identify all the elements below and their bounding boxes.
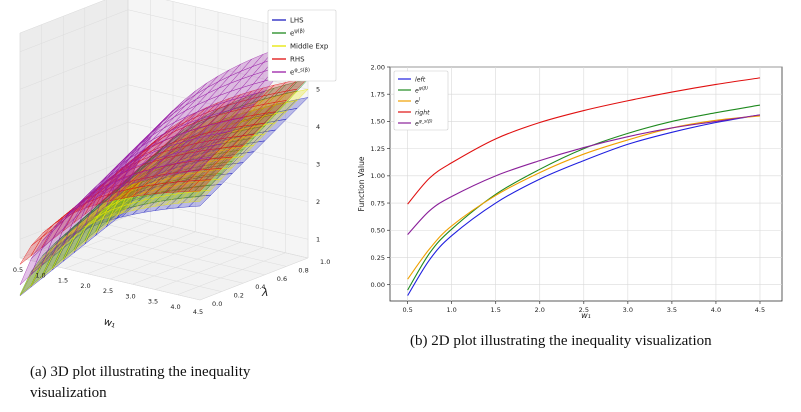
legend-label: Middle Exp bbox=[290, 43, 329, 51]
legend-box bbox=[267, 9, 337, 82]
gridlines bbox=[390, 66, 782, 301]
x-tick-label: 1.0 bbox=[35, 271, 45, 279]
legend: left eψ(β) el right eφ_s(β) bbox=[393, 70, 449, 131]
y-tick-label: 1.25 bbox=[371, 145, 385, 153]
legend-label: RHS bbox=[290, 56, 305, 64]
x-tick-label: 4.0 bbox=[170, 303, 180, 311]
y-tick-label: 1.00 bbox=[371, 172, 385, 180]
x-tick-label: 1.0 bbox=[446, 306, 456, 314]
y-tick-label: 1.0 bbox=[320, 258, 330, 266]
plot-area bbox=[389, 66, 783, 302]
legend-label: LHS bbox=[290, 17, 304, 25]
y-axis-label: Function Value bbox=[357, 156, 366, 211]
y-tick-label: 0.25 bbox=[371, 254, 385, 262]
panel-3d-plot: 0.5 1.0 1.5 2.0 2.5 3.0 3.5 4.0 4.5 0.0 0.2 0.4 0.6 0… bbox=[0, 0, 340, 350]
caption-a-label: (a) bbox=[30, 364, 47, 380]
legend-label: right bbox=[415, 108, 430, 116]
legend-label: left bbox=[415, 75, 426, 83]
y-tick-label: 2.00 bbox=[371, 63, 385, 71]
x-tick-label: 4.5 bbox=[755, 306, 765, 314]
legend: LHS eψ(β) Middle Exp RHS eφ_s(β) bbox=[267, 9, 337, 82]
y-tick-label: 0.75 bbox=[371, 199, 385, 207]
y-tick-label: 0.8 bbox=[298, 266, 308, 274]
floor-gridline bbox=[19, 33, 201, 301]
line-chart: 0.5 1.0 1.5 2.0 2.5 3.0 3.5 4.0 4.5 0.00 0.25 0.50 0… bbox=[357, 63, 783, 320]
caption-b-label: (b) bbox=[410, 333, 428, 349]
y-tick-label: 0.6 bbox=[277, 275, 287, 283]
caption-a-text: 3D plot illustrating the inequality visu… bbox=[30, 364, 251, 401]
z-tick-label: 3 bbox=[316, 160, 320, 168]
x-tick-label: 4.0 bbox=[711, 306, 721, 314]
x-tick-label: 1.5 bbox=[491, 306, 501, 314]
series-line-es bbox=[407, 114, 761, 235]
y-tick-label: 0.2 bbox=[234, 292, 244, 300]
x-tick-label: 3.0 bbox=[623, 306, 633, 314]
x-axis-label: w₁ bbox=[581, 311, 591, 320]
caption-b-text: 2D plot illustrating the inequality visu… bbox=[431, 333, 712, 349]
surface-cell bbox=[285, 97, 309, 111]
x-tick-label: 3.0 bbox=[125, 292, 135, 300]
y-tick-label: 0.00 bbox=[371, 281, 385, 289]
axis-ticks: 0.5 1.0 1.5 2.0 2.5 3.0 3.5 4.0 4.5 0.00 0.25 0.50 0… bbox=[371, 63, 766, 314]
caption-a: (a) 3D plot illustrating the inequality … bbox=[30, 362, 330, 404]
caption-b: (b) 2D plot illustrating the inequality … bbox=[410, 331, 790, 352]
floor-gridline bbox=[84, 7, 265, 276]
x-tick-label: 1.5 bbox=[58, 277, 68, 285]
axis-ticks: 0.5 1.0 1.5 2.0 2.5 3.0 3.5 4.0 4.5 0.0 0.2 0.4 0.6 0… bbox=[13, 48, 331, 316]
x-tick-label: 2.5 bbox=[579, 306, 589, 314]
series-lines bbox=[407, 77, 761, 296]
legend-label: eφ_s(β) bbox=[290, 68, 310, 77]
series-line-right bbox=[407, 77, 761, 205]
y-axis-label: λ bbox=[261, 286, 269, 299]
x-tick-label: 2.0 bbox=[535, 306, 545, 314]
x-tick-label: 0.5 bbox=[402, 306, 412, 314]
x-tick-label: 4.5 bbox=[193, 308, 203, 316]
z-tick-label: 2 bbox=[316, 198, 320, 206]
panel-2d-plot: 0.5 1.0 1.5 2.0 2.5 3.0 3.5 4.0 4.5 0.00 0.25 0.50 0… bbox=[350, 55, 790, 325]
floor-gridline bbox=[127, 0, 309, 259]
y-tick-label: 0.4 bbox=[255, 283, 265, 291]
x-tick-label: 2.5 bbox=[103, 287, 113, 295]
legend-label: eφ_s(β) bbox=[415, 118, 433, 127]
z-tick-label: 5 bbox=[316, 85, 320, 93]
x-axis-label: w₁ bbox=[102, 316, 117, 330]
surface-3d-chart: 0.5 1.0 1.5 2.0 2.5 3.0 3.5 4.0 4.5 0.0 0.2 0.4 0.6 0… bbox=[13, 0, 337, 331]
series-line-el bbox=[407, 115, 761, 280]
surface-cell bbox=[285, 88, 309, 104]
y-tick-label: 0.50 bbox=[371, 227, 385, 235]
legend-label: el bbox=[415, 96, 421, 105]
z-tick-label: 4 bbox=[316, 123, 320, 131]
x-tick-label: 3.5 bbox=[667, 306, 677, 314]
legend-label: eψ(β) bbox=[290, 29, 305, 38]
x-tick-label: 2.0 bbox=[80, 282, 90, 290]
surface-layers bbox=[19, 38, 309, 297]
x-tick-label: 3.5 bbox=[148, 298, 158, 306]
y-tick-label: 0.0 bbox=[212, 300, 222, 308]
series-line-e bbox=[407, 104, 761, 291]
legend-box bbox=[393, 70, 449, 131]
y-tick-label: 1.75 bbox=[371, 91, 385, 99]
x-tick-label: 0.5 bbox=[13, 266, 23, 274]
series-line-left bbox=[407, 114, 761, 296]
legend-label: eψ(β) bbox=[415, 85, 428, 94]
y-tick-label: 1.50 bbox=[371, 118, 385, 126]
z-tick-label: 1 bbox=[316, 235, 320, 243]
surface-es bbox=[19, 38, 309, 286]
